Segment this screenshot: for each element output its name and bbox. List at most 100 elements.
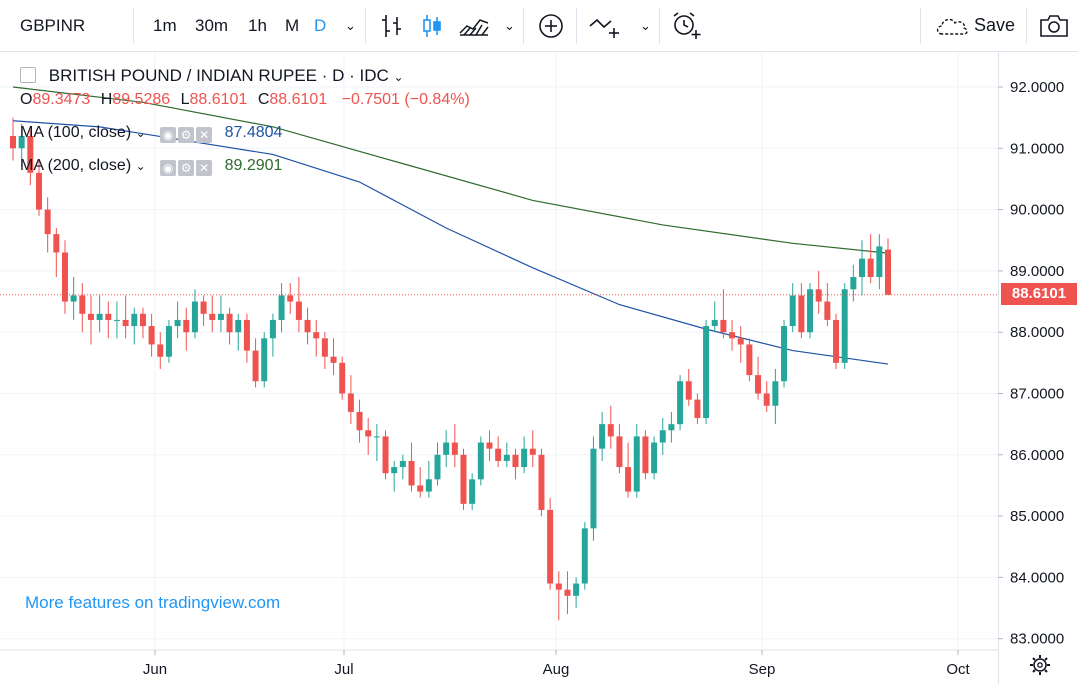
candle-body [833,319,840,363]
candle-body [44,209,51,235]
ma-100-visibility-icon[interactable]: ◉ [160,127,177,143]
save-button[interactable]: Save [974,15,1016,35]
toolbar-divider [133,8,134,44]
interval-day-button[interactable]: D [314,16,327,35]
candle-body [235,319,242,333]
candle-body [139,313,146,327]
toolbar-divider [1026,8,1027,44]
ma-100-chevron-down-icon[interactable]: ⌄ [135,126,146,140]
candle-body [469,479,476,504]
ma-200-chevron-down-icon[interactable]: ⌄ [135,159,146,173]
tradingview-promo-link[interactable]: More features on tradingview.com [25,593,281,612]
interval-chevron-down-icon[interactable]: ⌄ [345,18,356,33]
candle-body [217,313,224,320]
legend-chevron-down-icon[interactable]: ⌄ [393,70,404,84]
price-chart[interactable]: 92.0000 91.0000 90.0000 89.0000 88.0000 87.00… [0,52,1078,684]
candle-body [685,381,692,400]
candle-body [183,319,190,333]
interval-30m-button[interactable]: 30m [195,16,229,35]
chart-settings-gear-icon[interactable] [1030,655,1050,675]
ma-200-remove-close-icon[interactable]: ✕ [196,160,213,176]
ma-200-legend[interactable]: MA (200, close) ⌄ ◉ ⚙ ✕ 89.2901 [20,157,282,176]
camera-snapshot-icon[interactable] [1038,13,1070,64]
candle-body [521,448,528,468]
alarm-clock-icon[interactable] [670,10,702,61]
ma-100-label: MA (100, close) [20,124,132,141]
candle-body [10,136,16,149]
candle-body [867,258,874,278]
price-tick-label: 84.0000 [1010,569,1064,586]
area-style-icon[interactable] [458,13,490,64]
symbol-search[interactable]: GBPINR [20,16,86,35]
candle-body [278,295,285,320]
open-value: 89.3473 [32,91,91,108]
price-tick-label: 85.0000 [1010,508,1064,525]
candle-body [616,436,623,468]
candle-body [408,460,415,486]
compare-chevron-down-icon[interactable]: ⌄ [640,18,651,33]
candle-style-icon[interactable] [420,13,444,64]
low-label: L [180,91,190,108]
candle-body [573,583,580,596]
chart-style-chevron-down-icon[interactable]: ⌄ [504,18,515,33]
candle-body [694,399,701,419]
candle-body [859,258,866,278]
candle-body [625,467,632,492]
candle-body [659,430,666,443]
change-value: −0.7501 (−0.84%) [341,91,470,108]
candle-body [269,319,276,339]
candle-body [443,442,450,455]
candle-body [789,295,796,327]
ma-200-visibility-icon[interactable]: ◉ [160,160,177,176]
price-tick-label: 88.0000 [1010,324,1064,341]
candle-body [174,319,181,327]
price-axis[interactable]: 92.0000 91.0000 90.0000 89.0000 88.0000 87.00… [998,79,1064,648]
price-tick-label: 92.0000 [1010,79,1064,96]
candle-body [460,454,467,504]
candle-body [391,467,398,474]
ma-100-legend[interactable]: MA (100, close) ⌄ ◉ ⚙ ✕ 87.4804 [20,124,282,143]
cloud-save-icon[interactable] [934,14,970,65]
candle-body [772,381,779,406]
time-axis[interactable]: Jun Jul Aug Sep Oct [143,650,971,678]
interval-month-button[interactable]: M [285,16,300,35]
candle-body [538,454,545,510]
close-label: C [257,91,270,108]
interval-1m-button[interactable]: 1m [153,16,177,35]
chart-legend-title[interactable]: BRITISH POUND / INDIAN RUPEE · D · IDC ⌄ [20,66,404,86]
candle-body [581,528,588,584]
collapse-legend-icon[interactable] [20,67,36,83]
candle-body [382,436,389,474]
price-tick-label: 89.0000 [1010,263,1064,280]
bar-style-icon[interactable] [380,13,404,64]
candle-body [399,460,406,468]
candle-body [711,319,718,327]
candle-body [668,424,675,431]
candle-body [434,454,441,480]
time-tick-label: Aug [543,661,570,678]
ma-200-layer [12,86,889,254]
low-value: 88.6101 [189,91,248,108]
candle-body [703,326,710,419]
ma-100-remove-close-icon[interactable]: ✕ [196,127,213,143]
ma-200-label: MA (200, close) [20,157,132,174]
candle-body [131,313,138,327]
open-label: O [20,91,33,108]
candle-body [313,332,320,339]
candle-body [555,583,562,590]
time-tick-label: Oct [946,661,970,678]
price-tick-label: 86.0000 [1010,447,1064,464]
candle-body [27,136,34,173]
compare-symbol-icon[interactable] [588,12,624,63]
candle-body [18,136,25,149]
candle-body [191,301,198,333]
candle-body [633,436,640,492]
interval-1h-button[interactable]: 1h [248,16,267,35]
add-indicator-icon[interactable] [537,12,565,63]
candles-layer [10,117,891,621]
ma-100-settings-gear-icon[interactable]: ⚙ [178,127,195,143]
ma-200-settings-gear-icon[interactable]: ⚙ [178,160,195,176]
candle-body [70,295,77,302]
candle-body [356,411,363,431]
candle-body [261,338,268,382]
